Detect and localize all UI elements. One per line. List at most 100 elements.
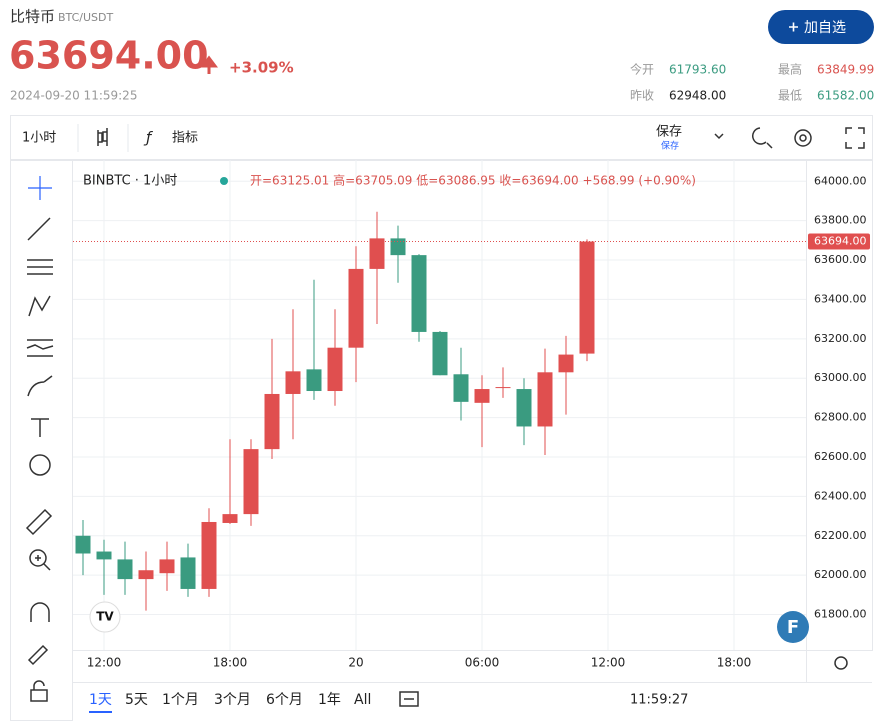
chart-frame: [72, 160, 873, 651]
button-label[interactable]: 加自选: [804, 20, 846, 36]
range-button[interactable]: 1年: [318, 692, 341, 708]
candle-body: [369, 238, 385, 269]
candle-type-icon[interactable]: [97, 128, 108, 146]
range-button[interactable]: 1个月: [162, 692, 199, 708]
candle-body: [306, 369, 322, 392]
range-button[interactable]: 3个月: [214, 692, 251, 708]
date-range-icon[interactable]: [399, 691, 419, 707]
clock: 11:59:27: [630, 693, 688, 708]
prediction-tool[interactable]: [26, 339, 54, 357]
emoji-tool[interactable]: [29, 454, 51, 476]
lock-shackle: [33, 680, 45, 690]
y-tick-label: 61800.00: [814, 608, 867, 621]
candle-body: [264, 393, 280, 450]
x-tick-label: 20: [348, 656, 363, 670]
candle-body: [201, 521, 217, 589]
f-logo-mark: F: [787, 617, 799, 638]
y-tick-label: 63000.00: [814, 371, 867, 384]
up-arrow: [200, 55, 218, 74]
toolbar: [10, 115, 873, 160]
candle-body: [474, 389, 490, 403]
x-tick-label: 12:00: [591, 656, 626, 670]
candle-body: [495, 387, 511, 389]
zoom-plus: [35, 555, 51, 571]
x-tick-label: 18:00: [717, 656, 752, 670]
candle-body: [327, 347, 343, 392]
line-tool[interactable]: [27, 217, 51, 241]
legend-symbol: BINBTC · 1小时: [83, 174, 177, 189]
y-tick-label: 64000.00: [814, 174, 867, 187]
dropdown[interactable]: [714, 133, 724, 140]
axis-settings-icon[interactable]: [834, 656, 848, 670]
brush-tool[interactable]: [27, 375, 53, 397]
save-button[interactable]: 保存: [656, 125, 682, 140]
candle-body: [75, 535, 91, 554]
candle-body: [138, 570, 154, 580]
coin-name: 比特币: [10, 8, 55, 26]
stat-value: 63849.99: [817, 63, 874, 77]
range-button[interactable]: 1天: [89, 692, 112, 708]
x-tick-label: 06:00: [465, 656, 500, 670]
y-tick-label: 62200.00: [814, 529, 867, 542]
candle-body: [537, 372, 553, 427]
candle-body: [117, 559, 133, 580]
stat-value: 62948.00: [669, 89, 726, 103]
stat-label: 最低: [778, 89, 802, 103]
candle-body: [180, 557, 196, 589]
stat-value: 61582.00: [817, 89, 874, 103]
candle-body: [579, 241, 595, 354]
candle-body: [348, 268, 364, 348]
lock-tool[interactable]: [30, 689, 48, 702]
fx-icon[interactable]: ƒ: [143, 129, 153, 147]
candle-body: [558, 354, 574, 373]
market-open-dot: [220, 177, 228, 185]
y-tick-label: 63400.00: [814, 292, 867, 305]
f-logo: [777, 611, 809, 643]
settings-icon[interactable]: [794, 129, 812, 147]
y-tick-label: 63200.00: [814, 332, 867, 345]
price: 63694.00: [9, 34, 209, 78]
candle-body: [222, 514, 238, 523]
side-toolbar: [10, 160, 73, 721]
y-tick-label: 62000.00: [814, 568, 867, 581]
candle-body: [453, 374, 469, 402]
stat-value: 61793.60: [669, 63, 726, 77]
range-button[interactable]: 5天: [125, 692, 148, 708]
ruler-tool[interactable]: [25, 508, 53, 536]
coin-pair: BTC/USDT: [58, 11, 114, 24]
candle-body: [285, 371, 301, 394]
candle-body: [411, 255, 427, 332]
candle-body: [390, 238, 406, 256]
pattern-tool[interactable]: [28, 295, 51, 317]
add-watchlist-button[interactable]: [768, 10, 874, 44]
price-tag-label: 63694.00: [814, 235, 867, 248]
y-tick-label: 63800.00: [814, 214, 867, 227]
candle-body: [159, 559, 175, 574]
fib-tool[interactable]: [27, 259, 53, 275]
tv-logo[interactable]: [89, 601, 121, 633]
magnet-tool[interactable]: [30, 602, 50, 622]
zoom-tool[interactable]: [29, 549, 47, 567]
pencil-tool[interactable]: [27, 644, 49, 666]
indicators-button[interactable]: 指标: [172, 131, 198, 146]
y-tick-label: 62800.00: [814, 411, 867, 424]
y-tick-label: 62400.00: [814, 489, 867, 502]
crosshair-tool[interactable]: [28, 176, 52, 200]
plus-icon: [789, 22, 798, 32]
alert-icon[interactable]: [752, 127, 773, 149]
price-change: +3.09%: [229, 59, 294, 77]
x-tick-label: 12:00: [87, 656, 122, 670]
candle-body: [516, 389, 532, 427]
legend-ohlc: 开=63125.01 高=63705.09 低=63086.95 收=63694…: [250, 173, 696, 188]
text-tool[interactable]: [31, 418, 49, 437]
timestamp: 2024-09-20 11:59:25: [10, 89, 137, 103]
stat-label: 最高: [778, 62, 802, 77]
candle-body: [243, 449, 259, 515]
fullscreen-icon[interactable]: [845, 127, 865, 149]
range-button[interactable]: 6个月: [266, 692, 303, 708]
y-tick-label: 62600.00: [814, 450, 867, 463]
candle-body: [96, 551, 112, 560]
interval-button[interactable]: 1小时: [22, 131, 56, 146]
range-button[interactable]: All: [354, 692, 371, 708]
